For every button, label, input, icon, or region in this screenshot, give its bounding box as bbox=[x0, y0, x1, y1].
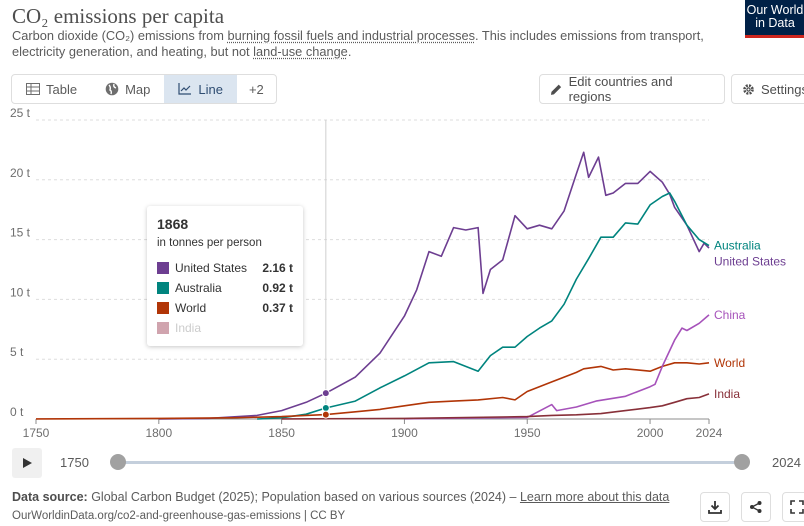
data-source: Data source: Global Carbon Budget (2025)… bbox=[12, 490, 669, 504]
tooltip-swatch bbox=[157, 302, 169, 314]
tooltip-row: World 0.37 t bbox=[157, 298, 293, 318]
y-tick-label: 0 t bbox=[10, 405, 24, 419]
tooltip-rows: United States 2.16 t Australia 0.92 t World 0… bbox=[157, 258, 293, 338]
series-line-united-states bbox=[158, 151, 710, 420]
tooltip-year: 1868 bbox=[157, 216, 189, 232]
table-icon bbox=[26, 83, 40, 95]
y-tick-label: 5 t bbox=[10, 345, 24, 359]
y-tick-label: 15 t bbox=[10, 226, 31, 240]
line-chart-icon bbox=[178, 83, 192, 95]
gear-icon bbox=[743, 83, 754, 95]
y-tick-label: 10 t bbox=[10, 285, 31, 299]
hover-point bbox=[321, 389, 330, 398]
tab-label: Line bbox=[198, 81, 223, 97]
tab-line[interactable]: Line bbox=[164, 75, 237, 103]
source-label: Data source: bbox=[12, 490, 88, 504]
timeline-end-handle[interactable] bbox=[734, 454, 750, 470]
subtitle-text: . bbox=[347, 44, 352, 59]
play-button[interactable] bbox=[12, 448, 42, 478]
hover-point bbox=[321, 403, 330, 412]
series-line-india bbox=[281, 393, 710, 420]
tooltip-swatch bbox=[157, 322, 169, 334]
series-label: India bbox=[714, 387, 740, 401]
timeline-start-handle[interactable] bbox=[110, 454, 126, 470]
timeline-end-label: 2024 bbox=[772, 455, 801, 470]
source-url: OurWorldinData.org/co2-and-greenhouse-ga… bbox=[12, 510, 346, 522]
series-line-australia bbox=[257, 192, 710, 420]
series-label: Australia bbox=[714, 239, 761, 253]
land-use-link[interactable]: land-use change bbox=[253, 44, 348, 59]
tooltip-swatch bbox=[157, 282, 169, 294]
edit-countries-button[interactable]: Edit countries and regions bbox=[539, 74, 725, 104]
line-chart: 0 t 5 t 10 t 15 t 20 t 25 t 1750 1800 1850 1900 19… bbox=[10, 108, 786, 440]
x-tick-label: 1900 bbox=[391, 426, 418, 440]
edit-countries-label: Edit countries and regions bbox=[568, 74, 673, 104]
x-tick-label: 1950 bbox=[514, 426, 541, 440]
pencil-icon bbox=[550, 84, 562, 95]
settings-label: Settings bbox=[761, 81, 804, 97]
tab-table[interactable]: Table bbox=[12, 75, 91, 103]
fossil-fuels-link[interactable]: burning fossil fuels and industrial proc… bbox=[227, 28, 476, 43]
tooltip-row: India bbox=[157, 318, 293, 338]
subtitle-text: Carbon dioxide (CO₂) emissions from bbox=[12, 28, 228, 43]
tooltip-value: 0.92 t bbox=[262, 281, 293, 295]
x-tick-label: 2024 bbox=[696, 426, 723, 440]
globe-icon bbox=[105, 82, 119, 96]
series-label: China bbox=[714, 308, 746, 322]
share-button[interactable] bbox=[741, 492, 771, 522]
chart-subtitle: Carbon dioxide (CO₂) emissions from burn… bbox=[12, 28, 732, 60]
more-tabs-button[interactable]: +2 bbox=[248, 81, 264, 97]
timeline-track[interactable] bbox=[118, 461, 742, 464]
tab-label: Map bbox=[125, 81, 151, 97]
source-text: Global Carbon Budget (2025); Population … bbox=[87, 490, 520, 504]
series-label: World bbox=[714, 356, 745, 370]
learn-more-link[interactable]: Learn more about this data bbox=[519, 490, 670, 504]
tooltip-row: Australia 0.92 t bbox=[157, 278, 293, 298]
series-line-world bbox=[35, 362, 710, 420]
x-tick-label: 1800 bbox=[145, 426, 172, 440]
tab-map[interactable]: Map bbox=[91, 75, 164, 103]
hover-point bbox=[321, 410, 330, 419]
x-tick-label: 1750 bbox=[23, 426, 50, 440]
play-icon bbox=[23, 458, 32, 468]
tooltip-series-name: World bbox=[175, 301, 207, 315]
fullscreen-icon bbox=[790, 500, 804, 514]
x-tick-label: 2000 bbox=[637, 426, 664, 440]
fullscreen-button[interactable] bbox=[782, 492, 804, 522]
tooltip-value: 0.37 t bbox=[262, 301, 293, 315]
page-title: CO₂ emissions per capita bbox=[12, 4, 225, 28]
share-icon bbox=[750, 501, 762, 513]
tooltip-series-name: United States bbox=[175, 261, 248, 275]
download-button[interactable] bbox=[700, 492, 730, 522]
logo-line: Our World bbox=[746, 3, 804, 17]
timeline-start-label: 1750 bbox=[60, 455, 89, 470]
tab-label: Table bbox=[46, 81, 78, 97]
tooltip-series-name: India bbox=[175, 321, 202, 335]
tooltip-swatch bbox=[157, 262, 169, 274]
subtitle-text: . This includes emissions from transport… bbox=[12, 28, 704, 59]
y-tick-label: 20 t bbox=[10, 166, 31, 180]
settings-button[interactable]: Settings bbox=[731, 74, 804, 104]
tooltip-value: 2.16 t bbox=[262, 261, 293, 275]
tooltip-series-name: Australia bbox=[175, 281, 222, 295]
view-tabs: Table Map Line +2 bbox=[11, 74, 277, 104]
logo-line: in Data bbox=[755, 16, 795, 30]
owid-logo[interactable]: Our World in Data bbox=[745, 0, 804, 38]
series-line-china bbox=[404, 314, 710, 420]
x-tick-label: 1850 bbox=[268, 426, 295, 440]
series-label: United States bbox=[714, 255, 786, 269]
chart-tooltip: 1868 in tonnes per person United States 2… bbox=[147, 206, 303, 346]
download-icon bbox=[708, 501, 722, 514]
tooltip-row: United States 2.16 t bbox=[157, 258, 293, 278]
tooltip-unit: in tonnes per person bbox=[157, 237, 262, 249]
y-tick-label: 25 t bbox=[10, 108, 31, 120]
